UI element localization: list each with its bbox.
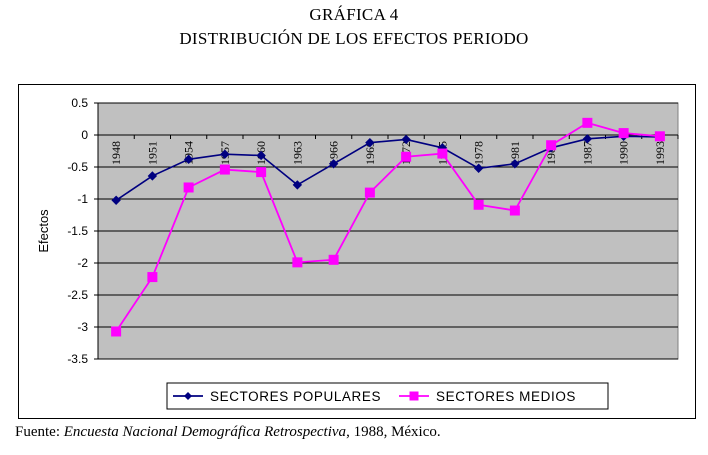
- x-tick-label: 1990: [617, 141, 631, 165]
- legend-label-medios: SECTORES MEDIOS: [436, 389, 576, 404]
- x-tick-label: 1969: [363, 141, 377, 165]
- data-point-populares: [292, 180, 303, 190]
- data-point-medios: [473, 199, 484, 210]
- data-point-populares: [510, 159, 520, 169]
- y-tick-label: -2: [77, 256, 88, 270]
- data-point-medios: [582, 117, 593, 128]
- y-tick-label: -2.5: [67, 288, 88, 302]
- source-suffix: , 1988, México.: [346, 424, 441, 440]
- data-point-populares: [147, 171, 158, 181]
- source-prefix: Fuente:: [15, 424, 64, 440]
- data-point-populares: [328, 159, 339, 169]
- data-point-populares: [401, 134, 411, 145]
- data-point-populares: [582, 134, 593, 144]
- y-tick-label: -3: [77, 320, 88, 334]
- data-point-medios: [364, 187, 375, 198]
- y-tick-label: -0.5: [67, 160, 88, 174]
- figure-title: GRÁFICA 4: [309, 5, 399, 24]
- data-point-medios: [292, 257, 303, 268]
- y-tick-label: -1: [77, 192, 88, 206]
- data-point-populares: [183, 154, 194, 165]
- data-point-medios: [183, 182, 194, 193]
- x-tick-label: 1963: [290, 141, 304, 165]
- legend-marker-populares: [184, 392, 192, 400]
- x-tick-label: 1948: [109, 141, 123, 165]
- data-point-medios: [618, 128, 629, 139]
- data-point-medios: [401, 151, 412, 162]
- data-point-medios: [328, 254, 339, 265]
- data-point-medios: [111, 326, 122, 337]
- data-point-medios: [219, 164, 230, 175]
- x-tick-label: 1993: [653, 141, 667, 165]
- source-note: Fuente: Encuesta Nacional Demográfica Re…: [15, 424, 441, 441]
- x-tick-label: 1978: [472, 141, 486, 165]
- data-point-populares: [256, 150, 266, 161]
- data-point-medios: [654, 131, 665, 142]
- data-point-medios: [256, 167, 267, 178]
- data-point-medios: [147, 272, 158, 283]
- x-tick-label: 1966: [327, 141, 341, 165]
- y-tick-label: 0: [81, 128, 88, 142]
- figure-subtitle: DISTRIBUCIÓN DE LOS EFECTOS PERIODO: [179, 29, 529, 48]
- y-tick-label: -3.5: [67, 352, 88, 366]
- y-tick-label: -1.5: [67, 224, 88, 238]
- data-point-medios: [437, 148, 448, 159]
- legend-label-populares: SECTORES POPULARES: [210, 389, 381, 404]
- x-tick-label: 1987: [580, 141, 594, 165]
- y-tick-label: 0.5: [71, 96, 88, 110]
- data-point-populares: [473, 163, 484, 173]
- x-tick-label: 1951: [145, 141, 159, 165]
- legend: [166, 382, 609, 410]
- data-point-populares: [220, 149, 230, 159]
- data-point-medios: [509, 205, 520, 216]
- source-title: Encuesta Nacional Demográfica Retrospect…: [63, 424, 347, 440]
- x-tick-label: 1981: [508, 141, 522, 165]
- series-line-medios: [115, 121, 660, 332]
- series-line-populares: [115, 135, 660, 201]
- data-point-medios: [546, 140, 557, 151]
- data-point-populares: [365, 137, 375, 148]
- legend-marker-medios: [409, 391, 419, 401]
- data-point-populares: [111, 195, 121, 205]
- y-axis-label: Efectos: [36, 209, 51, 253]
